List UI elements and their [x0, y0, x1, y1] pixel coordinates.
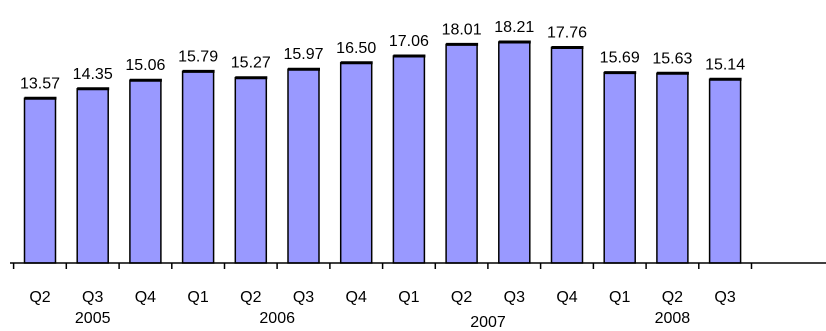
year-label: 2005 — [75, 310, 111, 327]
x-tick-label: Q1 — [187, 289, 208, 306]
x-tick-label: Q2 — [240, 289, 261, 306]
bar — [603, 71, 636, 264]
x-tick-label: Q2 — [29, 289, 50, 306]
bar — [550, 46, 584, 264]
bar — [339, 62, 373, 264]
data-label: 13.57 — [20, 75, 60, 92]
x-axis-ticks-group — [12, 263, 753, 269]
year-labels-group: 2005 2006 2007 2008 — [75, 310, 690, 331]
bar — [656, 72, 689, 264]
x-tick-label: Q3 — [82, 289, 103, 306]
year-label: 2007 — [470, 314, 506, 331]
data-label: 15.79 — [178, 48, 218, 65]
x-tick-label: Q4 — [556, 289, 577, 306]
data-label: 15.63 — [652, 50, 692, 67]
x-tick-label: Q3 — [293, 289, 314, 306]
data-label: 15.14 — [705, 56, 745, 73]
year-label: 2006 — [259, 310, 295, 327]
x-tick-label: Q3 — [714, 289, 735, 306]
data-label: 15.27 — [231, 55, 271, 72]
data-label: 16.50 — [336, 40, 376, 57]
bar — [287, 68, 320, 264]
bar — [392, 55, 426, 264]
x-tick-labels-group: Q2 Q3 Q4 Q1 Q2 Q3 Q4 Q1 Q2 Q3 Q4 Q1 Q2 Q3 — [29, 289, 736, 306]
data-label: 17.76 — [547, 25, 587, 42]
bar — [708, 78, 742, 264]
x-tick-label: Q3 — [504, 289, 525, 306]
x-tick-label: Q1 — [609, 289, 630, 306]
x-tick-label: Q2 — [451, 289, 472, 306]
year-label: 2008 — [655, 310, 691, 327]
x-tick-label: Q4 — [135, 289, 156, 306]
data-label: 14.35 — [73, 66, 113, 83]
data-label: 18.01 — [442, 21, 482, 38]
data-label: 15.97 — [283, 46, 323, 63]
bar — [23, 97, 57, 264]
x-tick-label: Q1 — [398, 289, 419, 306]
data-label: 15.69 — [600, 50, 640, 67]
data-label: 18.21 — [494, 19, 534, 36]
data-label: 17.06 — [389, 33, 429, 50]
bars-group — [23, 40, 742, 264]
bar — [445, 43, 478, 264]
x-tick-label: Q4 — [346, 289, 367, 306]
data-label: 15.06 — [125, 57, 165, 74]
bar — [498, 41, 531, 264]
bar — [234, 76, 268, 264]
bar — [129, 79, 162, 264]
value-labels-group: 13.57 14.35 15.06 15.79 15.27 15.97 16.50 17.06… — [20, 19, 745, 92]
x-tick-label: Q2 — [662, 289, 683, 306]
bar — [76, 88, 109, 264]
bar — [181, 70, 215, 264]
